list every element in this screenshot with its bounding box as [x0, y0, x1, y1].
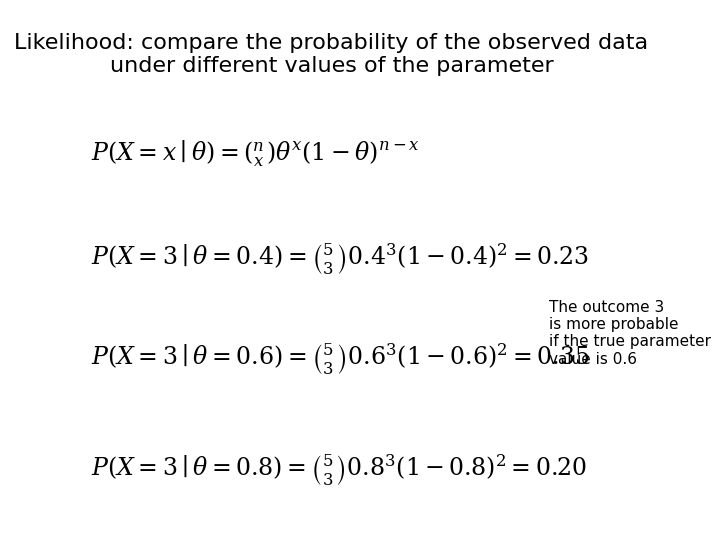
Text: Likelihood: compare the probability of the observed data
under different values : Likelihood: compare the probability of t… — [14, 33, 649, 77]
Text: $P(X = 3 \mid \theta = 0.4) = \binom{5}{3} 0.4^3 (1-0.4)^2 = 0.23$: $P(X = 3 \mid \theta = 0.4) = \binom{5}{… — [91, 242, 589, 277]
Text: $P(X = x \mid \theta) = \binom{n}{x} \theta^x (1-\theta)^{n-x}$: $P(X = x \mid \theta) = \binom{n}{x} \th… — [91, 139, 420, 170]
Text: $P(X = 3 \mid \theta = 0.8) = \binom{5}{3} 0.8^3 (1-0.8)^2 = 0.20$: $P(X = 3 \mid \theta = 0.8) = \binom{5}{… — [91, 453, 588, 488]
Text: $P(X = 3 \mid \theta = 0.6) = \binom{5}{3} 0.6^3 (1-0.6)^2 = 0.35$: $P(X = 3 \mid \theta = 0.6) = \binom{5}{… — [91, 342, 590, 377]
Text: The outcome 3
is more probable
if the true parameter
value is 0.6: The outcome 3 is more probable if the tr… — [549, 300, 711, 367]
